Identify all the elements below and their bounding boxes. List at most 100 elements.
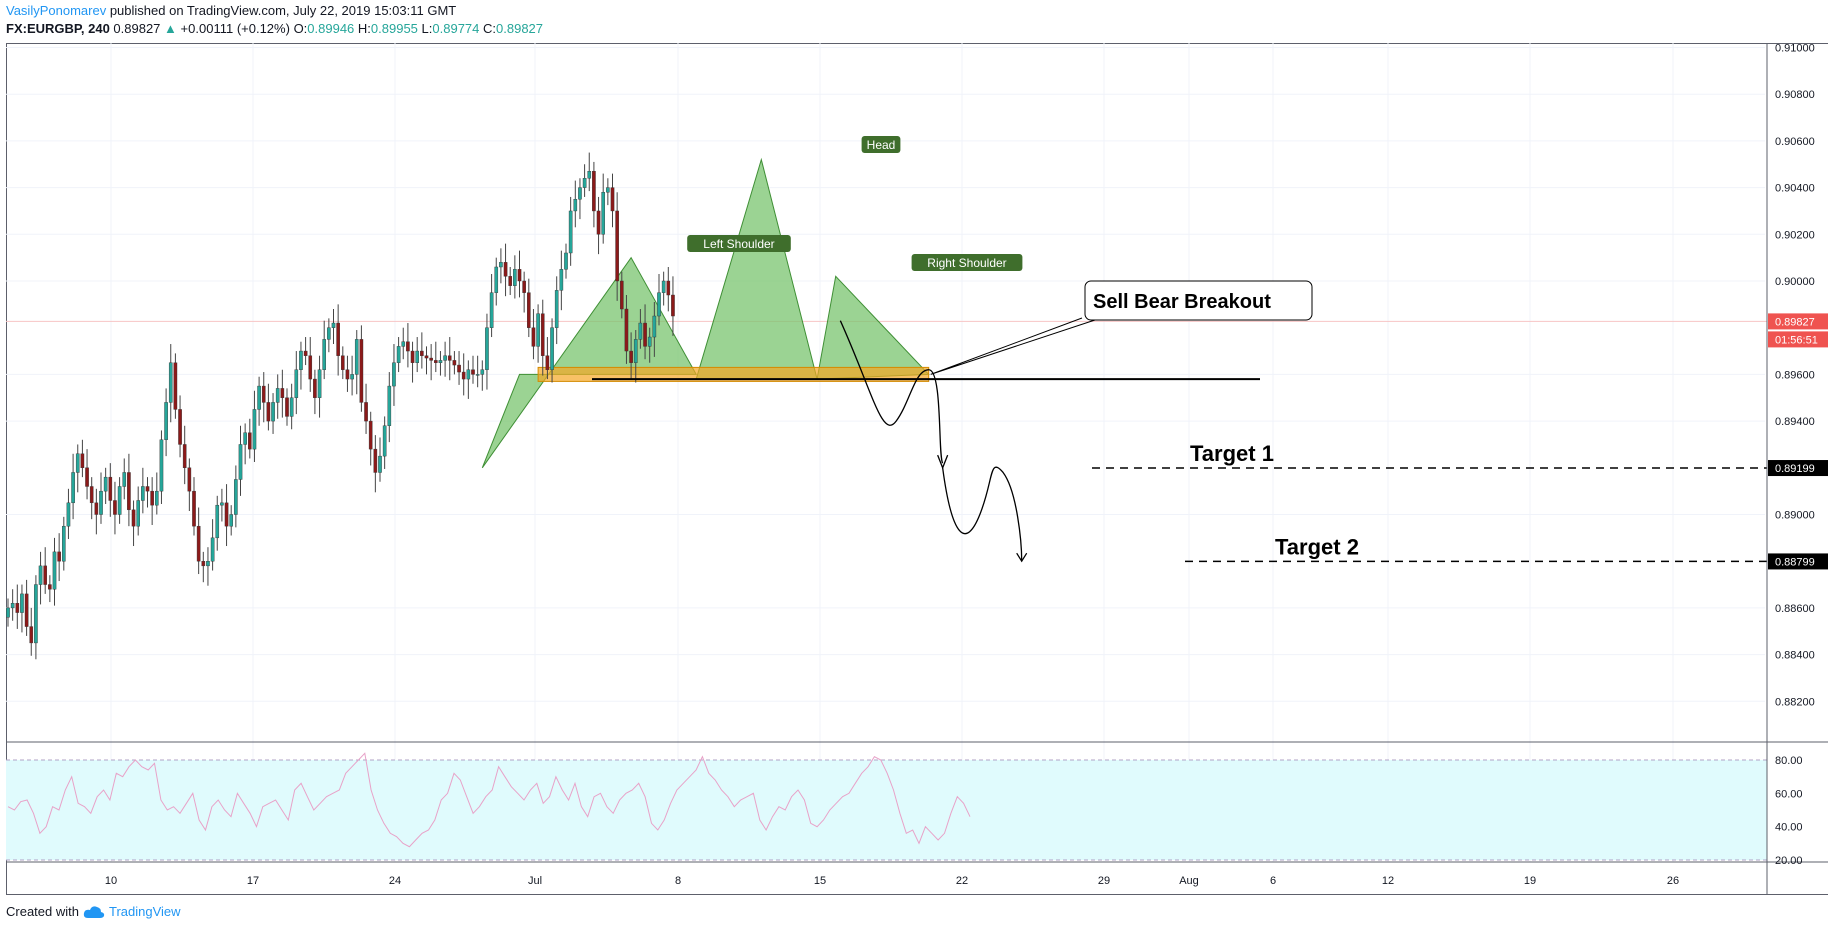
candle-body: [592, 171, 596, 212]
candle-body: [159, 439, 164, 492]
candle-body: [489, 292, 494, 328]
candle-body: [15, 603, 20, 613]
price-tick-label: 0.90000: [1775, 276, 1815, 288]
candle-body: [43, 565, 47, 585]
candle-body: [29, 626, 34, 644]
price-tick-label: 0.89000: [1775, 510, 1815, 522]
price-tick-label: 0.89400: [1775, 416, 1815, 428]
candle-body: [113, 500, 117, 515]
candle-body: [247, 432, 252, 450]
time-tick-label: 24: [389, 875, 401, 887]
candle-body: [257, 385, 261, 410]
candle-body: [527, 292, 531, 328]
head-label: Head: [867, 138, 896, 152]
time-tick-label: 10: [105, 875, 117, 887]
last-price-tag-bg: [1768, 313, 1828, 330]
candle-body: [661, 280, 666, 293]
candle-body: [638, 322, 643, 340]
candle-body: [494, 266, 499, 293]
candle-body: [85, 467, 89, 487]
countdown-tag: 01:56:51: [1775, 334, 1818, 346]
rsi-band-fill: [6, 760, 1767, 861]
candle-body: [71, 472, 75, 504]
left-shoulder-label-bg: [687, 235, 791, 252]
price-tick-label: 0.90600: [1775, 136, 1815, 148]
price-tick-label: 0.88200: [1775, 696, 1815, 708]
candle-body: [620, 280, 624, 310]
candle-body: [420, 350, 424, 356]
time-tick-label: 17: [247, 875, 259, 887]
high-label: H:: [357, 21, 371, 36]
candle-body: [671, 294, 675, 317]
candle-body: [387, 385, 392, 426]
candle-body: [513, 269, 517, 286]
candle-body: [103, 476, 108, 492]
candle-body: [578, 187, 582, 200]
rsi-band: [6, 759, 1767, 861]
candle-body: [368, 420, 373, 450]
candle-body: [182, 444, 187, 469]
candle-body: [215, 504, 220, 539]
left-shoulder-label: Left Shoulder: [703, 237, 774, 251]
time-tick-label: Aug: [1179, 875, 1199, 887]
candle-body: [545, 355, 550, 370]
candle-body: [131, 509, 136, 527]
candle-body: [154, 490, 159, 506]
candle-body: [10, 603, 15, 609]
candle-body: [601, 192, 605, 235]
candle-body: [308, 355, 313, 380]
candle-body: [164, 402, 168, 440]
candle-body: [336, 322, 340, 356]
candle-body: [331, 322, 336, 328]
candle-body: [187, 467, 192, 492]
candle-body: [220, 502, 224, 506]
candle-body: [536, 313, 540, 347]
candle-body: [317, 369, 322, 398]
right-shoulder-area: [816, 275, 930, 380]
candle-body: [443, 355, 447, 361]
price-tick-label: 0.91000: [1775, 43, 1815, 55]
candle-body: [313, 378, 317, 398]
candle-body: [94, 502, 99, 515]
candle-body: [540, 313, 545, 356]
candle-body: [6, 607, 10, 618]
candle-body: [280, 388, 285, 398]
candle-body: [503, 262, 508, 277]
callout-pointer: [930, 317, 1096, 375]
candle-body: [424, 355, 429, 359]
author-link[interactable]: VasilyPonomarev: [6, 3, 107, 18]
candle-body: [559, 269, 564, 291]
rsi-tick-label: 80.00: [1775, 755, 1803, 767]
target-label: Target 2: [1275, 534, 1359, 559]
candle-body: [434, 360, 438, 363]
close-value: 0.89827: [496, 21, 544, 36]
tradingview-link[interactable]: TradingView: [108, 904, 181, 919]
target2-price-tag: 0.88799: [1775, 556, 1815, 568]
candle-body: [294, 369, 299, 398]
candle-body: [289, 397, 294, 417]
rsi-line: [7, 752, 971, 848]
candle-body: [234, 479, 238, 515]
time-tick-label: 26: [1667, 875, 1679, 887]
candle-body: [396, 346, 401, 363]
low-value: 0.89774: [432, 21, 480, 36]
candle-body: [573, 199, 578, 212]
head-area: [695, 157, 818, 380]
candle-body: [378, 455, 382, 473]
candle-body: [499, 262, 503, 268]
candle-body: [80, 453, 85, 469]
time-tick-label: Jul: [528, 875, 542, 887]
target1-price-tag: 0.89199: [1775, 463, 1815, 475]
high-value: 0.89955: [370, 21, 418, 36]
candle-body: [201, 561, 206, 567]
candle-body: [471, 369, 475, 375]
candle-body: [57, 551, 61, 562]
candle-body: [224, 502, 229, 527]
candle-body: [429, 357, 433, 361]
candle-body: [196, 525, 201, 562]
candle-body: [206, 561, 210, 567]
candle-body: [66, 502, 71, 527]
time-axis: 10 17 24 Jul 8 15 22 29 Aug 6 12 19 26: [105, 875, 1679, 887]
candle-body: [341, 355, 345, 370]
